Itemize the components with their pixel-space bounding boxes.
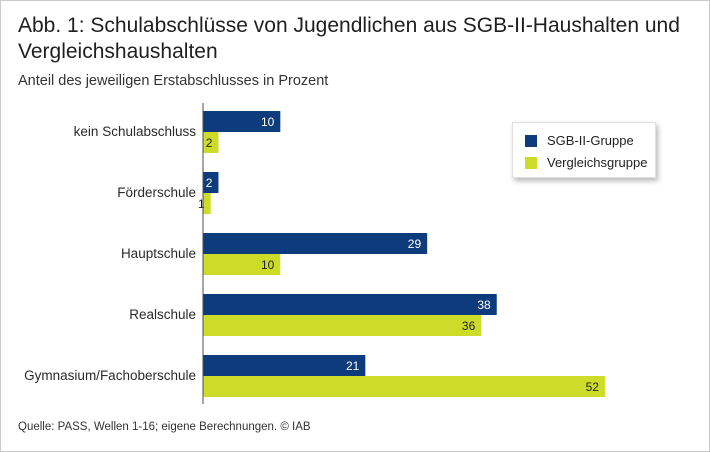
- bar-vergleich-kein-schulabschluss: [203, 132, 219, 153]
- category-label-kein-schulabschluss: kein Schulabschluss: [74, 124, 197, 139]
- value-label-sgb-kein-schulabschluss: 10: [261, 115, 275, 129]
- bars-group: kein Schulabschluss102Förderschule21Haup…: [24, 111, 605, 397]
- legend: SGB-II-Gruppe Vergleichsgruppe: [512, 122, 656, 178]
- value-label-sgb-hauptschule: 29: [408, 237, 422, 251]
- value-label-vergleich-kein-schulabschluss: 2: [206, 136, 213, 150]
- category-label-realschule: Realschule: [129, 307, 196, 322]
- bar-sgb-gymnasium-fachoberschule: [203, 355, 366, 376]
- value-label-vergleich-f-rderschule: 1: [198, 197, 205, 211]
- value-label-vergleich-realschule: 36: [462, 319, 476, 333]
- source-note: Quelle: PASS, Wellen 1-16; eigene Berech…: [18, 421, 311, 433]
- bar-sgb-kein-schulabschluss: [203, 111, 281, 132]
- value-label-sgb-f-rderschule: 2: [206, 176, 213, 190]
- value-label-sgb-gymnasium-fachoberschule: 21: [346, 359, 360, 373]
- bar-vergleich-realschule: [203, 315, 482, 336]
- value-label-vergleich-hauptschule: 10: [261, 258, 275, 272]
- value-label-vergleich-gymnasium-fachoberschule: 52: [586, 380, 600, 394]
- legend-label-vergleich: Vergleichsgruppe: [547, 155, 648, 170]
- category-label-hauptschule: Hauptschule: [121, 246, 196, 261]
- legend-label-sgb: SGB-II-Gruppe: [547, 133, 634, 148]
- value-label-sgb-realschule: 38: [477, 298, 491, 312]
- bar-sgb-f-rderschule: [203, 172, 219, 193]
- chart-title: Abb. 1: Schulabschlüsse von Jugendlichen…: [18, 14, 680, 63]
- legend-swatch-sgb: [525, 135, 537, 147]
- legend-swatch-vergleich: [525, 157, 537, 169]
- bar-vergleich-f-rderschule: [203, 193, 211, 214]
- bar-sgb-hauptschule: [203, 233, 428, 254]
- category-label-gymnasium-fachoberschule: Gymnasium/Fachoberschule: [24, 368, 196, 383]
- bar-vergleich-gymnasium-fachoberschule: [203, 376, 605, 397]
- bar-sgb-realschule: [203, 294, 497, 315]
- category-label-f-rderschule: Förderschule: [117, 185, 196, 200]
- bar-vergleich-hauptschule: [203, 254, 281, 275]
- chart-subtitle: Anteil des jeweiligen Erstabschlusses in…: [18, 73, 329, 89]
